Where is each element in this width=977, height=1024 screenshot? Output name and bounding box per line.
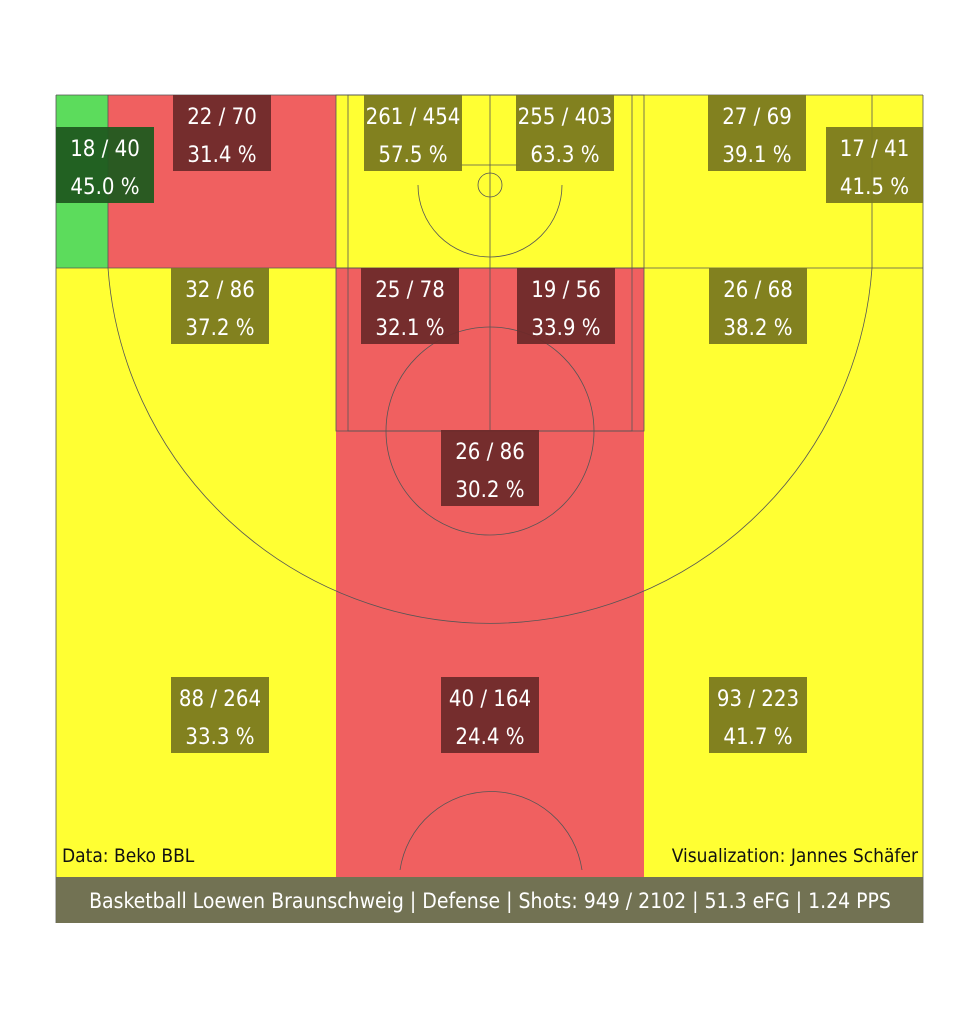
zone-made-attempts: 32 / 86 (185, 278, 255, 303)
zone-label-corner-left-baseline: 18 / 40 45.0 % (56, 127, 154, 203)
zone-made-attempts: 26 / 68 (723, 278, 793, 303)
zone-percentage: 30.2 % (455, 478, 524, 503)
footer-bar (56, 877, 923, 923)
zone-label-box (56, 127, 154, 203)
zone-made-attempts: 255 / 403 (518, 105, 613, 130)
zone-label-box (171, 268, 269, 344)
data-source-credit: Data: Beko BBL (62, 845, 195, 867)
zone-label-box (364, 95, 462, 171)
zone-made-attempts: 93 / 223 (717, 687, 799, 712)
zone-label-three-top: 40 / 164 24.4 % (441, 677, 539, 753)
zone-made-attempts: 18 / 40 (70, 137, 140, 162)
zone-label-box (709, 268, 807, 344)
zone-label-three-left: 88 / 264 33.3 % (171, 677, 269, 753)
zone-midrange-left-wing (56, 268, 336, 877)
zone-made-attempts: 25 / 78 (375, 278, 445, 303)
visualization-credit: Visualization: Jannes Schäfer (672, 845, 919, 867)
zone-label-box (171, 677, 269, 753)
zone-made-attempts: 88 / 264 (179, 687, 261, 712)
zone-label-corner-left-wing: 22 / 70 31.4 % (173, 95, 271, 171)
zone-label-rim-left: 261 / 454 57.5 % (364, 95, 462, 171)
zone-made-attempts: 26 / 86 (455, 440, 525, 465)
zone-midrange-right-wing (644, 268, 923, 877)
zone-label-free-throw-area: 26 / 86 30.2 % (441, 430, 539, 506)
zone-made-attempts: 22 / 70 (187, 105, 257, 130)
zone-label-paint-left: 25 / 78 32.1 % (361, 268, 459, 344)
zone-percentage: 41.7 % (723, 725, 792, 750)
zone-percentage: 45.0 % (70, 175, 139, 200)
zone-label-box (826, 127, 923, 203)
zone-label-paint-right: 19 / 56 33.9 % (517, 268, 615, 344)
zone-label-box (441, 677, 539, 753)
zone-label-box (441, 430, 539, 506)
zone-label-box (516, 95, 614, 171)
zone-percentage: 32.1 % (375, 316, 444, 341)
zone-label-box (709, 677, 807, 753)
zone-label-box (517, 268, 615, 344)
zone-percentage: 41.5 % (840, 175, 909, 200)
zone-percentage: 24.4 % (455, 725, 524, 750)
zone-made-attempts: 261 / 454 (366, 105, 461, 130)
zone-made-attempts: 27 / 69 (722, 105, 792, 130)
zone-label-corner-right-wing: 27 / 69 39.1 % (708, 95, 806, 171)
zone-label-corner-right-baseline: 17 / 41 41.5 % (826, 127, 923, 203)
zone-percentage: 31.4 % (187, 143, 256, 168)
center-circle-arc (399, 791, 583, 871)
zone-percentage: 37.2 % (185, 316, 254, 341)
zone-percentage: 38.2 % (723, 316, 792, 341)
three-point-arc (107, 267, 873, 624)
zone-percentage: 33.9 % (531, 316, 600, 341)
zone-label-midrange-left-wing: 32 / 86 37.2 % (171, 268, 269, 344)
zone-percentage: 33.3 % (185, 725, 254, 750)
zone-label-three-right: 93 / 223 41.7 % (709, 677, 807, 753)
zone-label-rim-right: 255 / 403 63.3 % (516, 95, 614, 171)
zone-label-midrange-right-wing: 26 / 68 38.2 % (709, 268, 807, 344)
zone-label-box (173, 95, 271, 171)
zone-made-attempts: 17 / 41 (840, 137, 910, 162)
zone-percentage: 63.3 % (530, 143, 599, 168)
zone-percentage: 39.1 % (722, 143, 791, 168)
zone-percentage: 57.5 % (378, 143, 447, 168)
zone-made-attempts: 19 / 56 (531, 278, 601, 303)
zone-label-box (708, 95, 806, 171)
footer-summary: Basketball Loewen Braunschweig | Defense… (89, 889, 891, 914)
zone-label-box (361, 268, 459, 344)
zone-made-attempts: 40 / 164 (449, 687, 531, 712)
labels-layer: 18 / 40 45.0 % 22 / 70 31.4 % 261 / 454 57.5 … (56, 95, 923, 753)
